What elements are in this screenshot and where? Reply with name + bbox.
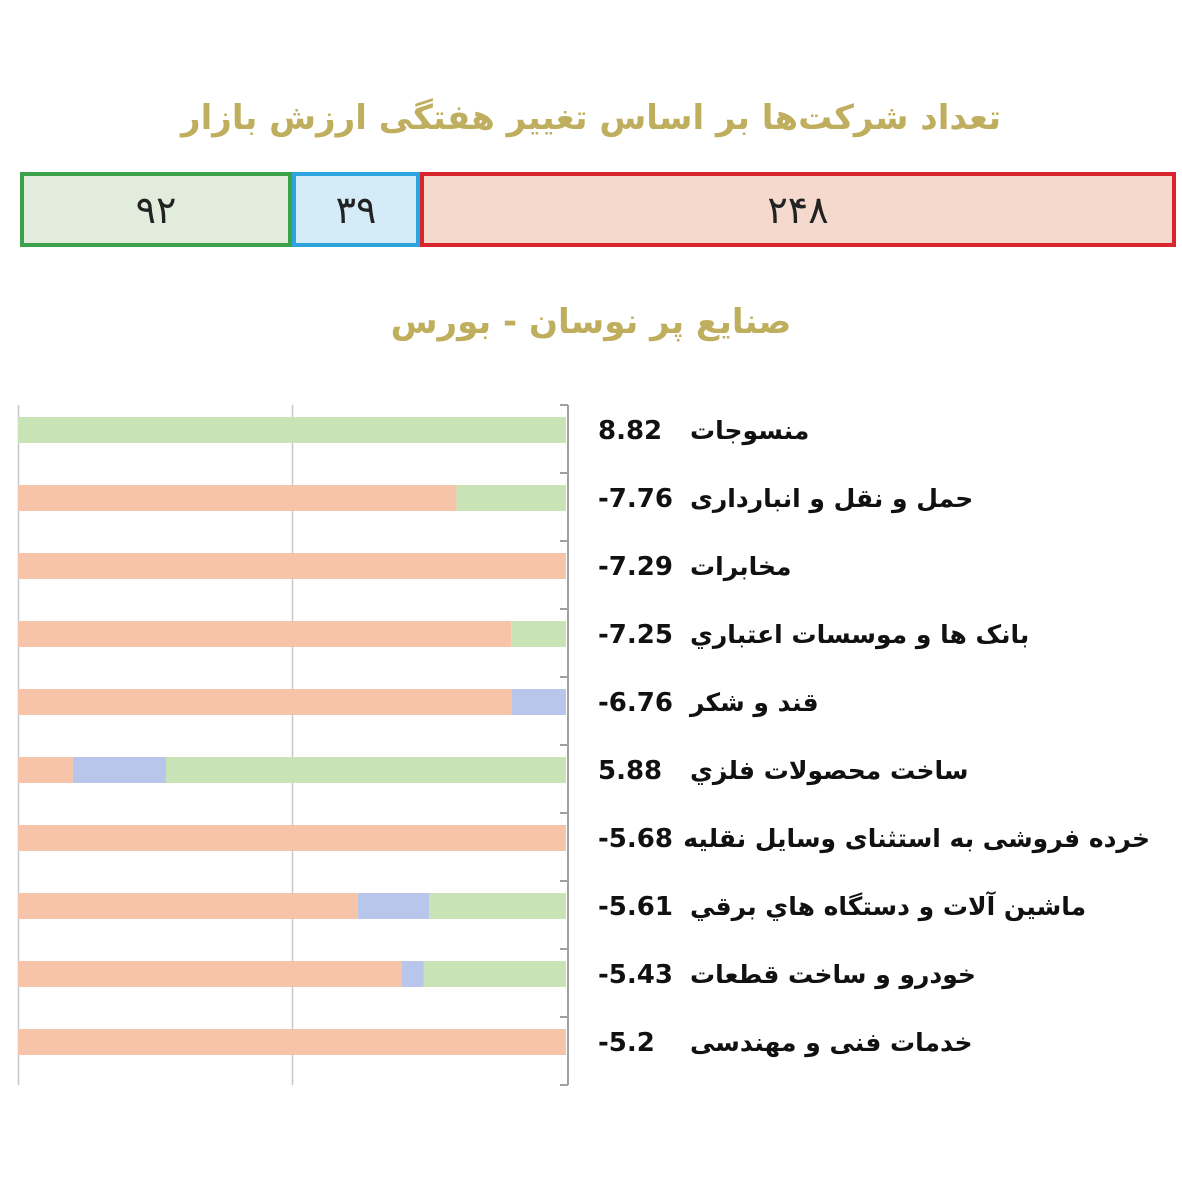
bar-neutral [357, 893, 429, 919]
value-label: -5.2 [598, 1028, 655, 1058]
positive-count-box: ۹۲ [20, 172, 292, 247]
category-label: قند و شکر [688, 688, 819, 718]
category-label: بانک ها و موسسات اعتباري [690, 620, 1029, 650]
value-label: -6.76 [598, 688, 673, 718]
bar-neutral [511, 689, 566, 715]
value-label: -7.29 [598, 552, 673, 582]
industry-volatility-chart: 8.82 منسوجات -7.76 حمل و نقل و انبارداری -7.… [17, 404, 1150, 1086]
negative-count-box: ۲۴۸ [420, 172, 1176, 247]
value-label: 8.82 [598, 416, 662, 446]
category-label: خودرو و ساخت قطعات [690, 960, 976, 990]
bar-negative [18, 961, 402, 987]
bar-positive [18, 417, 566, 443]
bar-negative [18, 893, 358, 919]
category-label: منسوجات [690, 416, 809, 446]
neutral-count-box: ۳۹ [292, 172, 420, 247]
bar-negative [18, 689, 512, 715]
positive-count: ۹۲ [135, 187, 177, 232]
bar-positive [165, 757, 566, 783]
negative-count: ۲۴۸ [767, 187, 829, 232]
bar-negative [18, 621, 512, 647]
category-label: ساخت محصولات فلزي [690, 756, 968, 786]
category-label: مخابرات [690, 552, 792, 582]
value-label: -7.25 [598, 620, 673, 650]
chart-title: صنایع پر نوسان - بورس [390, 302, 792, 342]
value-label: 5.88 [598, 756, 662, 786]
category-label: ماشین آلات و دستگاه هاي برقي [690, 891, 1086, 922]
bar-positive [511, 621, 566, 647]
value-label: -7.76 [598, 484, 673, 514]
value-label: -5.61 [598, 892, 673, 922]
bar-neutral [401, 961, 424, 987]
value-label: -5.43 [598, 960, 673, 990]
neutral-count: ۳۹ [335, 187, 377, 232]
bar-positive [429, 893, 566, 919]
bar-negative [18, 825, 566, 851]
bar-negative [18, 553, 566, 579]
bar-negative [18, 1029, 566, 1055]
category-label: حمل و نقل و انبارداری [690, 484, 973, 514]
category-label: خدمات فنی و مهندسی [690, 1028, 972, 1058]
bar-positive [423, 961, 566, 987]
bar-negative [18, 757, 73, 783]
bar-negative [18, 485, 457, 511]
bar-neutral [72, 757, 166, 783]
main-title: تعداد شرکت‌ها بر اساس تغییر هفتگی ارزش ب… [181, 98, 1001, 138]
company-count-bar: ۹۲ ۳۹ ۲۴۸ [20, 172, 1176, 247]
bar-positive [456, 485, 566, 511]
category-label: خرده فروشی به استثنای وسایل نقلیه [683, 824, 1150, 854]
value-label: -5.68 [598, 824, 673, 854]
